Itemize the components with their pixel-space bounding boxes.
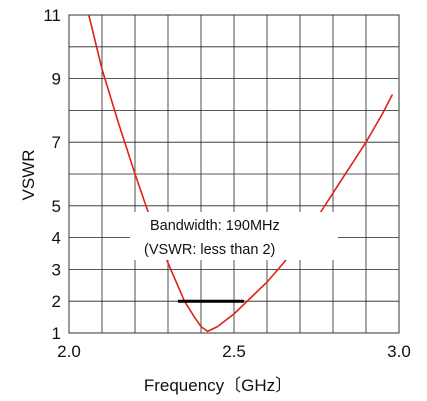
- y-tick-label: 9: [52, 70, 61, 89]
- y-tick-labels: 1 2 3 4 5 7 9 11: [43, 6, 61, 343]
- y-tick-label: 7: [52, 133, 61, 152]
- annotation-line-1: Bandwidth: 190MHz: [150, 218, 280, 234]
- x-tick-label: 2.5: [222, 342, 246, 361]
- y-tick-label: 11: [43, 6, 61, 25]
- x-tick-label: 3.0: [387, 342, 411, 361]
- annotation-line-2: (VSWR: less than 2): [144, 242, 275, 258]
- y-tick-label: 2: [52, 292, 61, 311]
- grid: [68, 14, 400, 334]
- x-tick-label: 2.0: [57, 342, 81, 361]
- vswr-series-line: [88, 14, 394, 333]
- y-tick-label: 4: [52, 229, 61, 248]
- plot-frame: [68, 14, 400, 334]
- y-tick-label: 5: [52, 197, 61, 216]
- annotation-backdrop: [130, 212, 338, 260]
- x-tick-labels: 2.0 2.5 3.0: [57, 342, 411, 361]
- y-axis-title: VSWR: [19, 150, 38, 201]
- x-axis-title: Frequency〔GHz〕: [144, 376, 292, 395]
- y-tick-label: 1: [52, 324, 61, 343]
- y-tick-label: 3: [52, 260, 61, 279]
